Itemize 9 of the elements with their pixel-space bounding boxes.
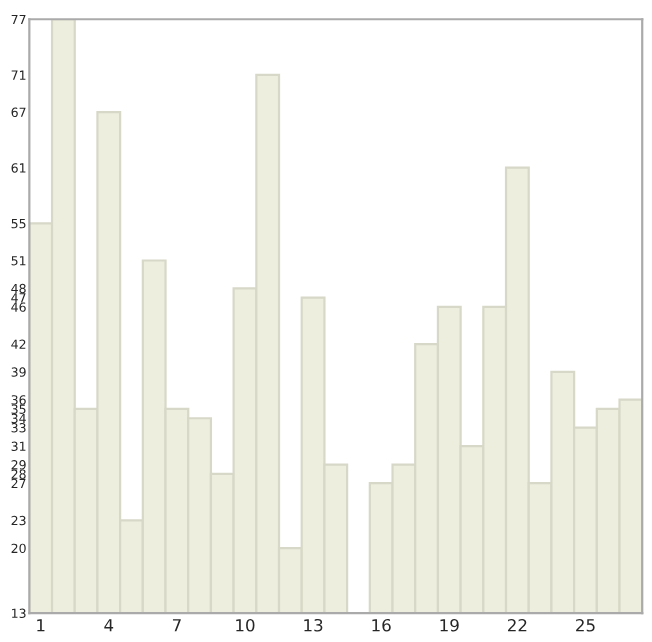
x-tick-label: 7 (172, 619, 181, 632)
x-tick-label: 22 (507, 618, 527, 632)
x-tick-label: 4 (104, 619, 114, 632)
x-tick-label: 10 (236, 618, 255, 632)
x-tick-label: 1 (37, 619, 45, 632)
x-tick-label: 25 (576, 618, 595, 632)
x-tick-label: 19 (440, 618, 459, 632)
x-tick-label: 16 (372, 618, 391, 632)
x-tick-label: 13 (304, 618, 323, 632)
